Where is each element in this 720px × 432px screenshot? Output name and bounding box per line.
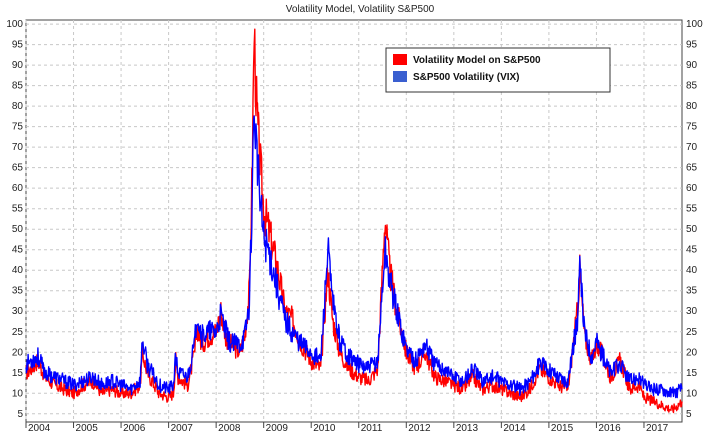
legend-swatch-vix xyxy=(393,71,407,82)
y-tick-label-left: 10 xyxy=(12,388,24,399)
legend: Volatility Model on S&P500 S&P500 Volati… xyxy=(385,47,611,93)
y-tick-label-right: 35 xyxy=(686,286,698,297)
y-tick-label-right: 100 xyxy=(686,19,703,30)
y-tick-label-right: 55 xyxy=(686,204,698,215)
y-tick-label-left: 35 xyxy=(12,286,24,297)
y-tick-label-left: 80 xyxy=(12,101,24,112)
y-tick-label-right: 15 xyxy=(686,368,698,379)
legend-swatch-model xyxy=(393,54,407,65)
x-tick-label: 2013 xyxy=(456,423,479,432)
y-tick-label-left: 45 xyxy=(12,245,24,256)
y-tick-label-right: 70 xyxy=(686,142,698,153)
y-tick-label-right: 80 xyxy=(686,101,698,112)
y-tick-label-right: 95 xyxy=(686,40,698,51)
y-tick-label-right: 85 xyxy=(686,81,698,92)
y-tick-label-right: 50 xyxy=(686,224,698,235)
y-tick-label-left: 15 xyxy=(12,368,24,379)
y-tick-label-left: 50 xyxy=(12,224,24,235)
y-tick-label-right: 65 xyxy=(686,163,698,174)
legend-label-vix: S&P500 Volatility (VIX) xyxy=(413,72,520,83)
y-tick-label-left: 75 xyxy=(12,122,24,133)
y-tick-label-right: 25 xyxy=(686,327,698,338)
x-tick-label: 2016 xyxy=(598,423,621,432)
x-tick-label: 2005 xyxy=(76,423,99,432)
y-tick-label-right: 5 xyxy=(686,409,692,420)
y-tick-label-left: 65 xyxy=(12,163,24,174)
y-tick-label-left: 5 xyxy=(17,409,23,420)
y-axis-right: 5 10 15 20 25 30 35 40 45 50 55 60 65 70 75 80 85 90 95 100 xyxy=(686,19,703,420)
y-tick-label-right: 45 xyxy=(686,245,698,256)
x-tick-label: 2006 xyxy=(123,423,146,432)
y-tick-label-left: 70 xyxy=(12,142,24,153)
y-tick-label-left: 85 xyxy=(12,81,24,92)
y-tick-label-right: 60 xyxy=(686,183,698,194)
y-tick-label-left: 95 xyxy=(12,40,24,51)
x-tick-label: 2004 xyxy=(28,423,51,432)
legend-label-model: Volatility Model on S&P500 xyxy=(413,55,541,66)
y-tick-label-right: 20 xyxy=(686,347,698,358)
x-tick-label: 2009 xyxy=(266,423,289,432)
legend-box xyxy=(385,47,611,93)
x-tick-label: 2007 xyxy=(171,423,194,432)
x-tick-label: 2017 xyxy=(646,423,669,432)
y-tick-label-right: 75 xyxy=(686,122,698,133)
y-tick-label-right: 10 xyxy=(686,388,698,399)
y-tick-label-left: 30 xyxy=(12,306,24,317)
y-tick-label-left: 55 xyxy=(12,204,24,215)
y-tick-label-right: 90 xyxy=(686,60,698,71)
y-tick-label-left: 60 xyxy=(12,183,24,194)
y-tick-label-left: 20 xyxy=(12,347,24,358)
y-axis-left: 5 10 15 20 25 30 35 40 45 50 55 60 65 70 75 80 85 90 95 100 xyxy=(6,19,23,420)
chart-title: Volatility Model, Volatility S&P500 xyxy=(286,4,435,15)
y-tick-label-right: 40 xyxy=(686,265,698,276)
x-tick-label: 2015 xyxy=(551,423,574,432)
series-lines xyxy=(25,28,683,414)
y-tick-label-left: 40 xyxy=(12,265,24,276)
x-tick-label: 2008 xyxy=(218,423,241,432)
series-line-vix xyxy=(25,115,683,399)
x-tick-label: 2014 xyxy=(503,423,526,432)
x-tick-label: 2011 xyxy=(361,423,383,432)
y-tick-label-left: 100 xyxy=(6,19,23,30)
x-tick-label: 2010 xyxy=(313,423,336,432)
x-axis: 2004 2005 2006 2007 2008 2009 2010 2011 2012 2013… xyxy=(25,422,669,432)
y-tick-label-right: 30 xyxy=(686,306,698,317)
y-tick-label-left: 25 xyxy=(12,327,24,338)
x-tick-label: 2012 xyxy=(408,423,431,432)
y-tick-label-left: 90 xyxy=(12,60,24,71)
